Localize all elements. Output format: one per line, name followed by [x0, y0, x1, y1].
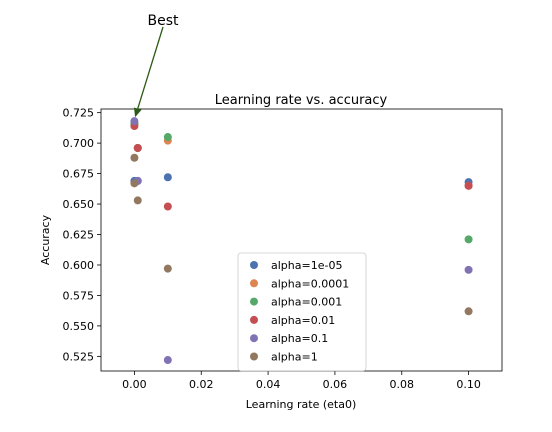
- x-tick-label: 0.04: [256, 378, 281, 391]
- legend-marker: [250, 297, 258, 306]
- legend-marker: [250, 352, 258, 361]
- x-axis: 0.00 0.02 0.04 0.06 0.08 0.10: [122, 371, 481, 391]
- legend-frame: [237, 252, 367, 372]
- data-points: [130, 117, 473, 365]
- annotation-label: Best: [147, 13, 179, 29]
- data-point: [464, 235, 473, 244]
- legend-entry: alpha=1: [271, 351, 318, 364]
- y-tick-label: 0.650: [63, 198, 95, 211]
- x-tick-label: 0.00: [122, 378, 147, 391]
- data-point: [130, 179, 139, 188]
- x-axis-label: Learning rate (eta0): [246, 398, 357, 411]
- legend-marker: [250, 315, 258, 324]
- data-point: [133, 196, 142, 205]
- data-point: [464, 181, 473, 190]
- legend-marker: [250, 279, 258, 288]
- legend-entry: alpha=1e-05: [271, 259, 342, 272]
- legend-entry: alpha=0.001: [271, 296, 342, 309]
- legend-entry: alpha=0.01: [271, 314, 335, 327]
- x-tick-label: 0.02: [189, 378, 214, 391]
- y-tick-label: 0.600: [63, 259, 95, 272]
- data-point: [130, 117, 139, 126]
- legend-entry: alpha=0.0001: [271, 277, 349, 290]
- legend: alpha=1e-05 alpha=0.0001 alpha=0.001 alpha=…: [237, 252, 367, 372]
- y-tick-label: 0.725: [63, 107, 95, 120]
- y-tick-label: 0.550: [63, 320, 95, 333]
- data-point: [130, 153, 139, 162]
- data-point: [133, 143, 142, 152]
- y-tick-label: 0.525: [63, 350, 95, 363]
- data-point: [163, 356, 172, 365]
- annotations: Best: [133, 13, 179, 118]
- data-point: [464, 265, 473, 274]
- chart-title: Learning rate vs. accuracy: [215, 93, 388, 108]
- data-point: [163, 173, 172, 182]
- y-tick-label: 0.625: [63, 229, 95, 242]
- data-point: [464, 307, 473, 316]
- legend-entry: alpha=0.1: [271, 332, 328, 345]
- y-tick-label: 0.700: [63, 137, 95, 150]
- x-tick-label: 0.06: [323, 378, 348, 391]
- annotation-arrow: [133, 26, 164, 118]
- y-tick-label: 0.575: [63, 289, 95, 302]
- x-tick-label: 0.10: [456, 378, 481, 391]
- y-tick-label: 0.675: [63, 168, 95, 181]
- y-axis-label: Accuracy: [39, 214, 52, 265]
- legend-marker: [250, 261, 258, 269]
- data-point: [163, 264, 172, 273]
- legend-marker: [250, 334, 258, 343]
- data-point: [163, 133, 172, 142]
- x-tick-label: 0.08: [390, 378, 415, 391]
- data-point: [163, 202, 172, 211]
- y-axis: 0.525 0.550 0.575 0.600 0.625 0.650 0.675 0.700…: [63, 107, 101, 363]
